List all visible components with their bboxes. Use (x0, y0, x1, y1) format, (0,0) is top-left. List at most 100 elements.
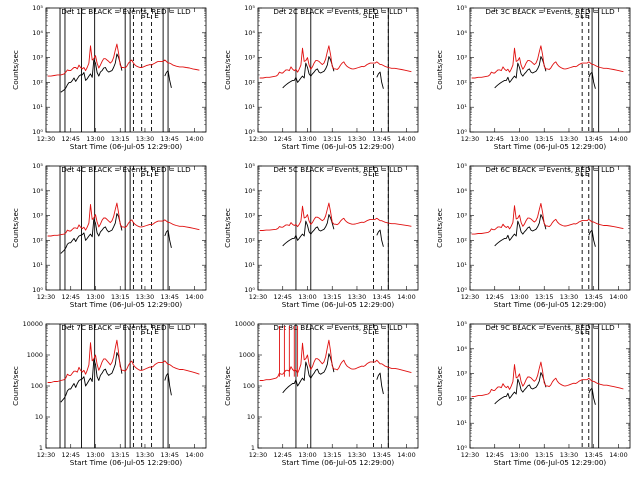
x-tick-label: 14:00 (185, 451, 203, 459)
x-tick-label: 13:00 (510, 451, 528, 459)
x-tick-label: 14:00 (397, 135, 415, 143)
segment-label-s: S (363, 327, 368, 336)
x-axis-label: Start Time (06-Jul-05 12:29:00) (70, 300, 183, 309)
series-line-lld (47, 43, 200, 77)
plot-frame (469, 7, 631, 133)
series-line-lld (47, 202, 200, 237)
x-tick-label: 13:45 (161, 135, 179, 143)
plot-frame (257, 323, 419, 449)
plot-frame (257, 7, 419, 133)
segment-label-s: S (575, 327, 580, 336)
series-group (471, 45, 624, 89)
series-line-events (494, 214, 596, 247)
chart-panel-6: Det 6C BLACK = Events, RED = LLDSLE10⁰10… (435, 162, 631, 309)
segment-label-e: E (374, 327, 379, 336)
x-tick-label: 13:45 (585, 135, 603, 143)
y-tick-label: 10⁴ (456, 187, 467, 195)
chart-panel-3: Det 3C BLACK = Events, RED = LLDSLE10⁰10… (435, 4, 631, 151)
y-tick-label: 10² (32, 78, 43, 86)
chart-title: Det 7C BLACK = Events, RED = LLD (61, 323, 191, 332)
y-tick-label: 10² (456, 236, 467, 244)
segment-label-l: L (146, 327, 150, 336)
y-tick-label: 10⁴ (456, 345, 467, 353)
x-axis-label: Start Time (06-Jul-05 12:29:00) (494, 142, 607, 151)
y-axis-label: Counts/sec (11, 366, 20, 406)
segment-label-l: L (146, 11, 150, 20)
x-tick-label: 13:00 (298, 451, 316, 459)
x-axis-label: Start Time (06-Jul-05 12:29:00) (282, 458, 395, 467)
x-tick-label: 12:30 (37, 451, 55, 459)
chart-title: Det 5C BLACK = Events, RED = LLD (273, 165, 403, 174)
x-tick-label: 13:00 (510, 293, 528, 301)
x-tick-label: 14:00 (397, 451, 415, 459)
segment-label-l: L (146, 169, 150, 178)
segment-label-e: E (585, 11, 590, 20)
series-group (259, 326, 412, 395)
y-tick-label: 10¹ (456, 419, 467, 427)
y-tick-label: 10⁰ (32, 128, 43, 136)
series-line-events (60, 352, 172, 403)
y-tick-label: 10 (247, 413, 255, 421)
x-tick-label: 13:00 (86, 293, 104, 301)
y-tick-label: 10² (244, 78, 255, 86)
y-axis-label: Counts/sec (223, 208, 232, 248)
y-axis-label: Counts/sec (11, 50, 20, 90)
y-tick-label: 100 (31, 382, 43, 390)
y-tick-label: 10⁴ (456, 29, 467, 37)
series-line-lld (471, 45, 624, 79)
segment-label-e: E (585, 327, 590, 336)
chart-title: Det 4C BLACK = Events, RED = LLD (61, 165, 191, 174)
x-tick-label: 13:00 (86, 135, 104, 143)
y-tick-label: 10² (244, 236, 255, 244)
series-group (471, 361, 624, 405)
y-tick-label: 10000 (23, 320, 43, 328)
segment-label-s: S (575, 11, 580, 20)
series-line-events (282, 56, 384, 89)
series-line-events (494, 56, 596, 89)
x-tick-label: 12:30 (461, 293, 479, 301)
chart-title: Det 8C BLACK = Events, RED = LLD (273, 323, 403, 332)
y-tick-label: 10⁰ (456, 128, 467, 136)
x-axis-label: Start Time (06-Jul-05 12:29:00) (70, 142, 183, 151)
plot-frame (45, 7, 207, 133)
y-tick-label: 10³ (456, 54, 467, 62)
series-line-lld (471, 202, 624, 235)
series-group (259, 45, 412, 89)
x-tick-label: 13:30 (136, 451, 154, 459)
x-tick-label: 13:00 (298, 293, 316, 301)
x-tick-label: 12:30 (461, 135, 479, 143)
y-tick-label: 10⁰ (456, 286, 467, 294)
segment-label-e: E (154, 11, 159, 20)
y-tick-label: 10⁵ (244, 4, 255, 12)
y-tick-label: 10⁰ (244, 128, 255, 136)
segment-label-s: S (363, 169, 368, 178)
x-tick-label: 14:00 (609, 135, 627, 143)
y-tick-label: 10¹ (244, 261, 255, 269)
x-tick-label: 13:00 (510, 135, 528, 143)
y-tick-label: 10⁵ (456, 320, 467, 328)
x-tick-label: 13:15 (323, 293, 341, 301)
x-axis-label: Start Time (06-Jul-05 12:29:00) (494, 300, 607, 309)
x-tick-label: 12:30 (37, 135, 55, 143)
x-tick-label: 12:30 (249, 451, 267, 459)
y-tick-label: 1 (251, 444, 255, 452)
x-tick-label: 13:30 (560, 451, 578, 459)
x-tick-label: 12:45 (62, 293, 80, 301)
x-tick-label: 13:45 (161, 451, 179, 459)
y-tick-label: 10¹ (32, 103, 43, 111)
series-line-events (60, 53, 172, 93)
x-tick-label: 14:00 (397, 293, 415, 301)
chart-title: Det 9C BLACK = Events, RED = LLD (485, 323, 615, 332)
segment-label-e: E (154, 169, 159, 178)
y-tick-label: 10⁰ (32, 286, 43, 294)
x-tick-label: 12:45 (274, 451, 292, 459)
plot-frame (469, 165, 631, 291)
y-tick-label: 10¹ (456, 103, 467, 111)
y-tick-label: 1 (39, 444, 43, 452)
y-tick-label: 10⁵ (32, 4, 43, 12)
y-axis-label: Counts/sec (435, 50, 444, 90)
